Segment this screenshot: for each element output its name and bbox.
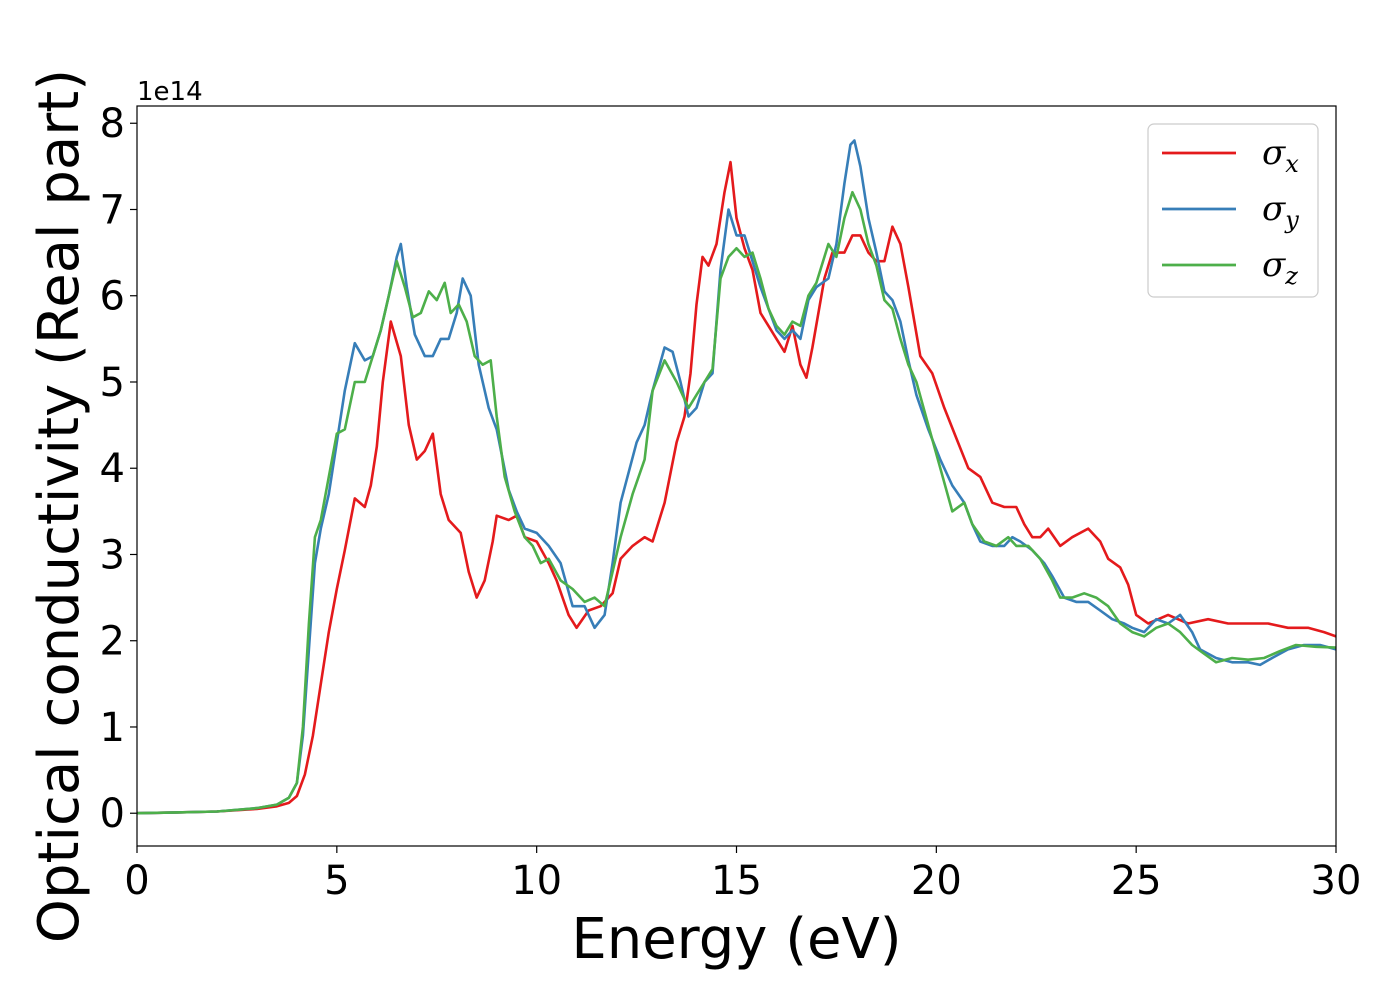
x-tick-label: 0	[124, 858, 149, 904]
y-tick-label: 2	[100, 619, 125, 665]
x-tick-label: 5	[324, 858, 349, 904]
series-layer	[137, 139, 1336, 815]
y-tick-label: 7	[100, 187, 125, 233]
x-tick-label: 20	[911, 858, 962, 904]
legend-label-y: σy	[1262, 189, 1299, 234]
y-offset-label: 1e14	[137, 77, 203, 107]
series-line-z	[137, 190, 1336, 815]
x-tick-label: 30	[1311, 858, 1362, 904]
series-line-y	[137, 139, 1336, 815]
tick-layer: 0 5 10 15 20 25 30 0 1 2 3 4 5 6 7 8	[100, 101, 1362, 904]
y-tick-label: 0	[100, 791, 125, 837]
y-tick-label: 3	[100, 532, 125, 578]
x-axis-label: Energy (eV)	[571, 907, 901, 972]
legend-label-x: σx	[1262, 133, 1299, 178]
x-tick-label: 15	[711, 858, 762, 904]
x-tick-label: 10	[511, 858, 562, 904]
series-line-x	[137, 160, 1336, 815]
y-tick-label: 4	[100, 446, 125, 492]
legend-box	[1147, 123, 1319, 298]
legend: σx σy σz	[1147, 123, 1319, 298]
legend-label-z: σz	[1262, 245, 1298, 290]
y-axis-label: Optical conductivity (Real part)	[27, 69, 92, 943]
y-tick-label: 5	[100, 360, 125, 406]
plot-frame	[136, 105, 1337, 847]
y-tick-label: 8	[100, 101, 125, 147]
y-tick-label: 1	[100, 705, 125, 751]
x-tick-label: 25	[1111, 858, 1162, 904]
y-tick-label: 6	[100, 274, 125, 320]
